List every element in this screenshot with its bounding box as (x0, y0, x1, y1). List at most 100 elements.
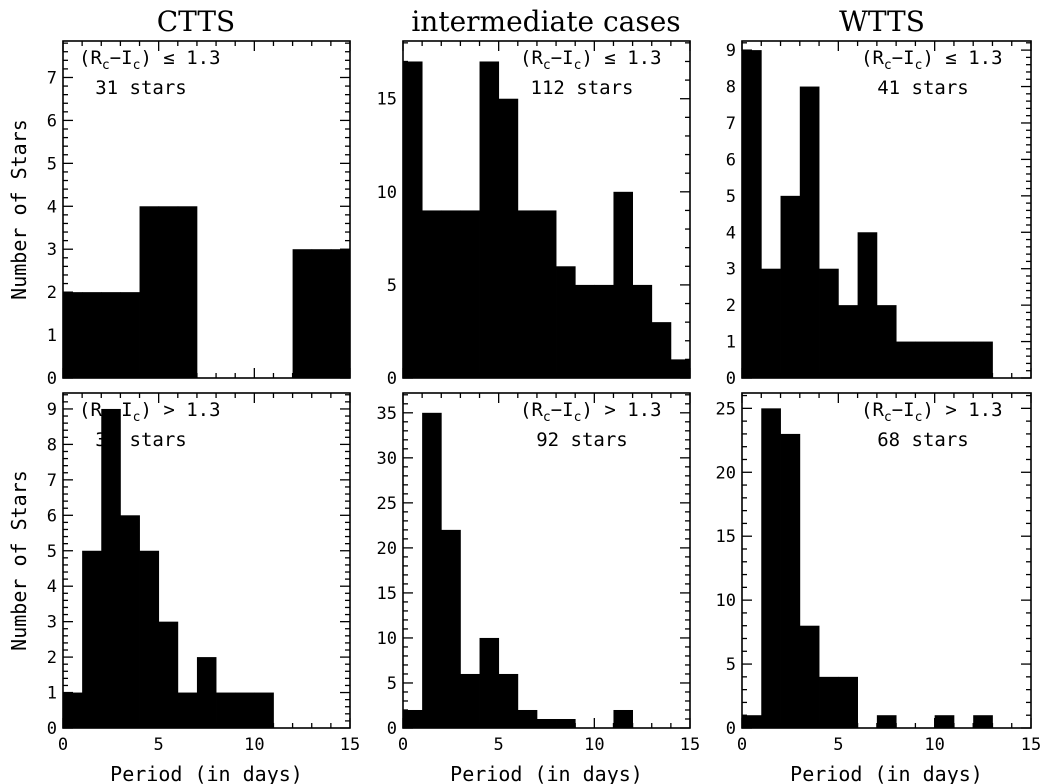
x-tick-label: 10 (924, 735, 944, 755)
histogram-bar (120, 292, 140, 378)
y-tick-label: 9 (726, 41, 736, 61)
x-tick-label: 0 (58, 735, 68, 755)
y-tick-label: 35 (377, 404, 397, 424)
histogram-bar (876, 715, 897, 728)
star-count-label: 41 stars (877, 77, 969, 99)
histogram-bar (934, 341, 955, 378)
x-tick-label: 0 (398, 735, 408, 755)
x-tick-label: 5 (154, 735, 164, 755)
histogram-bar (973, 715, 993, 728)
histogram-bar (953, 341, 974, 378)
histogram-bar (536, 718, 557, 728)
y-tick-label: 0 (726, 369, 736, 389)
panel-grid: 0 1 2 3 4 5 6 7 Number of Stars (Rc−Ic) ≤ 1.3 31 s… (7, 40, 1041, 784)
histogram-bar (838, 676, 858, 728)
x-tick-label: 10 (584, 735, 604, 755)
star-count-label: 92 stars (536, 429, 628, 451)
y-tick-label: 1 (47, 684, 57, 704)
y-tick-label: 5 (726, 187, 736, 207)
histogram-bar (139, 550, 160, 728)
histogram-bar (780, 195, 801, 378)
y-tick-label: 0 (387, 719, 397, 739)
y-tick-label: 1 (726, 333, 736, 353)
star-count-label: 37 stars (95, 429, 187, 451)
histogram-bar (632, 284, 653, 378)
y-tick-label: 20 (377, 539, 397, 559)
histogram-panel-3: 0 1 2 3 4 5 6 7 8 9 (Rc−Ic) ≤ 1.3 41 stars (726, 40, 1032, 389)
column-title-wtts: WTTS (839, 5, 925, 38)
y-tick-label: 1 (47, 326, 57, 346)
histogram-bar (556, 718, 576, 728)
histogram-bar (819, 268, 839, 378)
star-count-label: 31 stars (95, 77, 187, 99)
histogram-bar (158, 621, 179, 728)
histogram-bar (479, 637, 500, 728)
y-tick-label: 4 (47, 577, 57, 597)
condition-annotation: (Rc−Ic) > 1.3 (520, 399, 662, 425)
histogram-bar (973, 341, 993, 378)
y-tick-label: 10 (716, 591, 736, 611)
x-tick-label: 15 (680, 735, 700, 755)
histogram-bar (441, 210, 461, 378)
histogram-bar (498, 98, 519, 378)
y-tick-label: 5 (47, 154, 57, 174)
histogram-bar (479, 61, 500, 379)
y-tick-label: 0 (47, 719, 57, 739)
histogram-bar (139, 206, 160, 378)
histogram-bar (292, 249, 313, 378)
x-tick-label: 15 (340, 735, 360, 755)
histogram-bar (216, 692, 236, 728)
histogram-panel-6: 0 5 10 15 20 25 0 5 10 15 Period (in days) (Rc−Ic) … (716, 392, 1041, 784)
histogram-bar (799, 86, 820, 379)
plot-frame (62, 392, 351, 729)
y-tick-label: 2 (726, 296, 736, 316)
x-axis-label: Period (in days) (110, 762, 303, 784)
histogram-bar (177, 692, 198, 728)
y-axis-label: Number of Stars (7, 119, 31, 300)
y-tick-label: 2 (47, 283, 57, 303)
x-tick-label: 5 (494, 735, 504, 755)
histogram-bar (517, 709, 538, 728)
y-axis-label: Number of Stars (7, 470, 31, 651)
plot-frame (741, 392, 1032, 729)
histogram-bar (742, 715, 762, 728)
histogram-panel-2: 0 5 10 15 (Rc−Ic) ≤ 1.3 112 stars (377, 40, 691, 389)
histogram-bar (799, 625, 820, 728)
y-tick-label: 30 (377, 449, 397, 469)
histogram-bar (403, 61, 423, 379)
y-tick-label: 20 (716, 463, 736, 483)
histogram-bar (63, 692, 83, 728)
x-axis-label: Period (in days) (790, 762, 983, 784)
histogram-bar (742, 50, 762, 379)
histogram-bar (82, 292, 102, 378)
histogram-bar (177, 206, 198, 378)
histogram-bar (613, 709, 633, 728)
column-title-ctts: CTTS (157, 5, 235, 38)
x-tick-label: 15 (1021, 735, 1041, 755)
plot-frame (62, 40, 351, 379)
y-tick-label: 9 (47, 400, 57, 420)
histogram-panel-5: 0 5 10 15 20 25 30 35 0 5 10 15 Period (in days) (Rc−… (377, 392, 700, 784)
histogram-panel-1: 0 1 2 3 4 5 6 7 Number of Stars (Rc−Ic) ≤ 1.3 31 s… (7, 40, 351, 389)
histogram-panel-4: 0 1 2 3 4 5 6 7 8 9 0 5 10 15 Period (in days) Number o… (7, 392, 360, 784)
y-tick-label: 8 (47, 435, 57, 455)
histogram-bar (196, 657, 217, 728)
condition-annotation: (Rc−Ic) ≤ 1.3 (79, 47, 221, 73)
histogram-bar (422, 412, 442, 728)
y-tick-label: 3 (47, 613, 57, 633)
histogram-bar (101, 408, 121, 728)
histogram-bar (651, 322, 672, 378)
histogram-bar (896, 341, 916, 378)
y-tick-label: 7 (47, 471, 57, 491)
y-tick-label: 10 (377, 183, 397, 203)
histogram-bar (613, 191, 633, 378)
y-tick-label: 0 (47, 369, 57, 389)
histogram-bar (158, 206, 179, 378)
y-tick-label: 0 (387, 369, 397, 389)
histogram-bar (517, 210, 538, 378)
histogram-bar (934, 715, 955, 728)
histogram-bar (838, 305, 858, 378)
histogram-bar (441, 529, 461, 728)
y-tick-label: 5 (387, 276, 397, 296)
